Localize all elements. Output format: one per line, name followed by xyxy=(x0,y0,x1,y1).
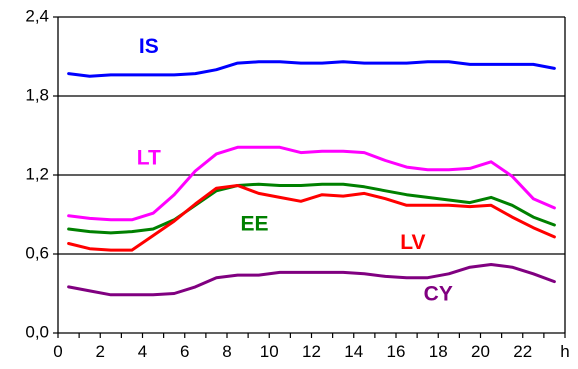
axes xyxy=(53,16,566,338)
tick-labels: 0,0 0,6 1,2 1,8 2,4 0 2 4 6 8 10 12 14 16 18 20 22 h xyxy=(25,6,569,361)
x-tick-label: 12 xyxy=(302,342,321,361)
x-tick-label: 18 xyxy=(429,342,448,361)
series-line-lt xyxy=(67,145,556,222)
x-tick-label: 14 xyxy=(344,342,363,361)
series-label-lt: LT xyxy=(137,147,161,170)
y-tick-label: 1,2 xyxy=(25,164,49,183)
x-tick-label: 0 xyxy=(53,342,62,361)
series-label-ee: EE xyxy=(240,213,268,236)
series-lines xyxy=(67,60,556,297)
x-tick-label: 6 xyxy=(180,342,189,361)
x-tick-label: 10 xyxy=(260,342,279,361)
series-line-is xyxy=(67,60,556,78)
series-labels: IS LT EE LV CY xyxy=(137,35,453,306)
x-tick-label: 20 xyxy=(471,342,490,361)
x-tick-label: 8 xyxy=(222,342,231,361)
x-tick-label: 2 xyxy=(96,342,105,361)
series-label-cy: CY xyxy=(424,282,453,305)
y-tick-label: 0,0 xyxy=(25,322,49,341)
x-tick-label: 22 xyxy=(513,342,532,361)
y-tick-label: 2,4 xyxy=(25,6,49,25)
series-line-lv xyxy=(67,184,556,252)
y-tick-label: 1,8 xyxy=(25,85,49,104)
series-label-is: IS xyxy=(139,35,159,58)
x-tick-label: 4 xyxy=(138,342,147,361)
series-label-lv: LV xyxy=(400,231,425,254)
x-axis-label: h xyxy=(560,342,569,361)
y-tick-label: 0,6 xyxy=(25,243,49,262)
series-line-cy xyxy=(67,263,556,297)
x-tick-label: 16 xyxy=(387,342,406,361)
series-line-ee xyxy=(67,182,556,235)
